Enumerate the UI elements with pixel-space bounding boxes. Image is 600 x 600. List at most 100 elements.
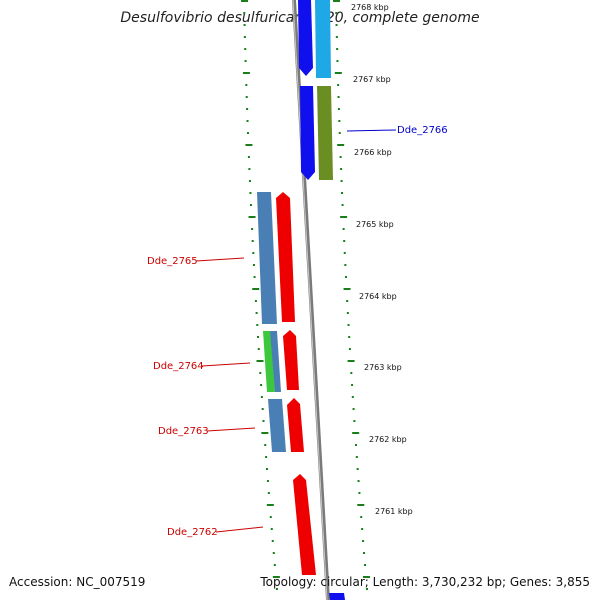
genome-backbone-highlight [292, 0, 328, 600]
ruler-minor-tick [252, 252, 255, 254]
ruler-major-tick [256, 360, 264, 362]
ruler-label: 2766 kbp [354, 148, 392, 157]
ruler-minor-tick [251, 228, 254, 230]
ruler-minor-tick [336, 48, 339, 50]
gene-label-dde-2765[interactable]: Dde_2765 [147, 256, 198, 267]
ruler-minor-tick [342, 228, 345, 230]
gene-block-red-2763[interactable] [287, 398, 304, 452]
ruler-minor-tick [249, 192, 252, 194]
ruler-label: 2765 kbp [356, 220, 394, 229]
gene-label-dde-2762[interactable]: Dde_2762 [167, 527, 218, 538]
ruler-minor-tick [246, 108, 249, 110]
ruler-minor-tick [246, 132, 249, 134]
ruler-minor-tick [336, 60, 339, 62]
ruler-minor-tick [340, 168, 343, 170]
gene-block-blue-top[interactable] [298, 0, 313, 76]
ruler-minor-tick [363, 564, 366, 566]
ruler-minor-tick [353, 420, 356, 422]
ruler-minor-tick [348, 348, 351, 350]
ruler-minor-tick [363, 552, 366, 554]
ruler-minor-tick [354, 444, 357, 446]
ruler-major-tick [261, 432, 269, 434]
ruler-minor-tick [254, 300, 257, 302]
ruler-minor-tick [244, 60, 247, 62]
ruler-minor-tick [335, 36, 338, 38]
ruler-minor-tick [266, 468, 269, 470]
gene-block-steel-2765[interactable] [257, 192, 277, 324]
ruler-minor-tick [339, 156, 342, 158]
ruler-minor-tick [264, 444, 267, 446]
ruler-minor-tick [261, 408, 264, 410]
genome-summary-text: Topology: circular; Length: 3,730,232 bp… [260, 575, 590, 589]
ruler-minor-tick [347, 324, 350, 326]
gene-block-red-2765[interactable] [276, 192, 295, 322]
ruler-ticks-right [333, 0, 370, 590]
ruler-minor-tick [337, 84, 340, 86]
ruler-minor-tick [352, 408, 355, 410]
gene-label-dde-2766[interactable]: Dde_2766 [397, 125, 448, 136]
ruler-minor-tick [358, 492, 361, 494]
ruler-minor-tick [262, 420, 265, 422]
ruler-minor-tick [337, 96, 340, 98]
ruler-minor-tick [246, 120, 249, 122]
ruler-ticks-left [241, 0, 280, 590]
ruler-major-tick [334, 72, 342, 74]
gene-label-dde-2763[interactable]: Dde_2763 [158, 426, 209, 437]
ruler-minor-tick [243, 36, 246, 38]
ruler-minor-tick [248, 168, 251, 170]
gene-block-steel-2764[interactable] [270, 331, 281, 392]
gene-block-blue-bottom[interactable] [329, 593, 345, 600]
ruler-minor-tick [343, 240, 346, 242]
ruler-minor-tick [257, 348, 260, 350]
gene-block-olive[interactable] [317, 86, 333, 180]
genome-backbone [292, 0, 330, 600]
ruler-major-tick [340, 216, 348, 218]
ruler-minor-tick [348, 336, 351, 338]
ruler-minor-tick [351, 384, 354, 386]
ruler-major-tick [242, 72, 250, 74]
ruler-minor-tick [256, 324, 259, 326]
gene-block-red-2762[interactable] [293, 474, 316, 575]
ruler-major-tick [248, 216, 256, 218]
ruler-minor-tick [362, 540, 365, 542]
leader-line-dde-2763 [206, 427, 256, 432]
ruler-label: 2768 kbp [351, 3, 389, 12]
ruler-minor-tick [265, 456, 268, 458]
ruler-minor-tick [341, 192, 344, 194]
ruler-minor-tick [245, 84, 248, 86]
gene-block-blue-2[interactable] [300, 86, 315, 180]
ruler-minor-tick [252, 264, 255, 266]
ruler-minor-tick [356, 468, 359, 470]
ruler-major-tick [362, 576, 370, 578]
gene-block-steel-2763[interactable] [268, 399, 286, 452]
ruler-label: 2767 kbp [353, 75, 391, 84]
ruler-major-tick [266, 504, 274, 506]
gene-block-red-2764[interactable] [283, 330, 299, 390]
ruler-minor-tick [351, 396, 354, 398]
ruler-major-tick [357, 504, 365, 506]
ruler-minor-tick [273, 564, 276, 566]
ruler-label: 2762 kbp [369, 435, 407, 444]
ruler-minor-tick [275, 588, 278, 590]
leader-line-dde-2766 [346, 129, 397, 132]
leader-line-dde-2762 [215, 526, 264, 533]
gene-label-dde-2764[interactable]: Dde_2764 [153, 361, 204, 372]
ruler-minor-tick [259, 372, 262, 374]
ruler-minor-tick [361, 528, 364, 530]
ruler-minor-tick [335, 12, 338, 14]
ruler-minor-tick [338, 132, 341, 134]
ruler-minor-tick [270, 528, 273, 530]
gene-block-cyan[interactable] [315, 0, 331, 78]
ruler-minor-tick [350, 372, 353, 374]
ruler-major-tick [241, 0, 248, 2]
ruler-minor-tick [344, 276, 347, 278]
ruler-minor-tick [357, 480, 360, 482]
ruler-major-tick [337, 144, 345, 146]
ruler-minor-tick [260, 396, 263, 398]
ruler-minor-tick [269, 516, 272, 518]
ruler-minor-tick [248, 180, 251, 182]
ruler-minor-tick [271, 540, 274, 542]
ruler-minor-tick [245, 96, 248, 98]
ruler-minor-tick [346, 312, 349, 314]
